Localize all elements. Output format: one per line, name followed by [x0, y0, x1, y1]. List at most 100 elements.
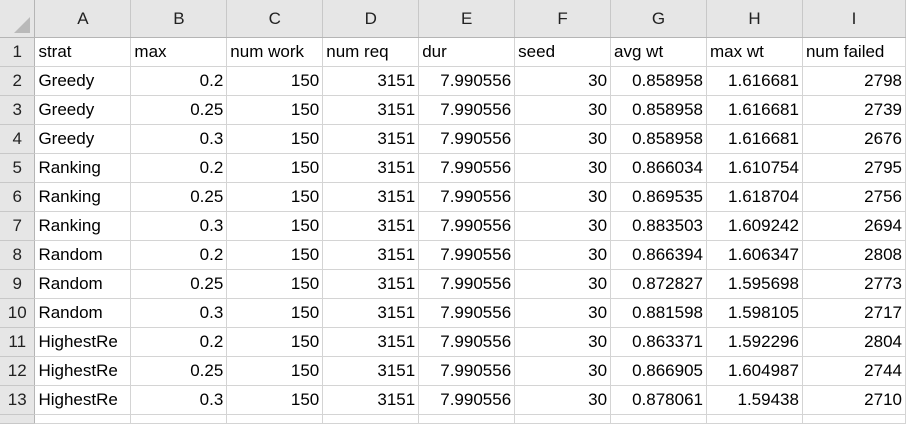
cell-b1[interactable]: max: [130, 37, 228, 67]
column-header-h[interactable]: H: [706, 0, 803, 38]
empty-cell[interactable]: [34, 414, 132, 424]
cell-d9[interactable]: 3151: [322, 269, 420, 299]
row-header[interactable]: 6: [0, 182, 36, 212]
cell-a9[interactable]: Random: [34, 269, 132, 299]
cell-g11[interactable]: 0.863371: [610, 327, 707, 357]
cell-e6[interactable]: 7.990556: [418, 182, 516, 212]
cell-b7[interactable]: 0.3: [130, 211, 228, 241]
cell-g10[interactable]: 0.881598: [610, 298, 707, 328]
cell-c9[interactable]: 150: [226, 269, 324, 299]
cell-d1[interactable]: num req: [322, 37, 420, 67]
cell-d12[interactable]: 3151: [322, 356, 420, 386]
cell-c2[interactable]: 150: [226, 66, 324, 96]
row-header[interactable]: 9: [0, 269, 36, 299]
cell-h4[interactable]: 1.616681: [706, 124, 803, 154]
column-header-c[interactable]: C: [226, 0, 324, 38]
empty-cell[interactable]: [226, 414, 324, 424]
cell-h10[interactable]: 1.598105: [706, 298, 803, 328]
select-all-button[interactable]: [0, 0, 36, 38]
column-header-f[interactable]: F: [514, 0, 612, 38]
cell-a5[interactable]: Ranking: [34, 153, 132, 183]
cell-a12[interactable]: HighestRe: [34, 356, 132, 386]
cell-g5[interactable]: 0.866034: [610, 153, 707, 183]
cell-c3[interactable]: 150: [226, 95, 324, 125]
cell-d3[interactable]: 3151: [322, 95, 420, 125]
row-header[interactable]: 2: [0, 66, 36, 96]
cell-e1[interactable]: dur: [418, 37, 516, 67]
cell-i11[interactable]: 2804: [802, 327, 906, 357]
cell-e7[interactable]: 7.990556: [418, 211, 516, 241]
cell-b9[interactable]: 0.25: [130, 269, 228, 299]
cell-b12[interactable]: 0.25: [130, 356, 228, 386]
row-header[interactable]: 7: [0, 211, 36, 241]
row-header[interactable]: 12: [0, 356, 36, 386]
row-header[interactable]: 4: [0, 124, 36, 154]
cell-i4[interactable]: 2676: [802, 124, 906, 154]
empty-cell[interactable]: [802, 414, 906, 424]
cell-h11[interactable]: 1.592296: [706, 327, 803, 357]
empty-cell[interactable]: [610, 414, 707, 424]
cell-d6[interactable]: 3151: [322, 182, 420, 212]
cell-a8[interactable]: Random: [34, 240, 132, 270]
row-header[interactable]: 10: [0, 298, 36, 328]
cell-g9[interactable]: 0.872827: [610, 269, 707, 299]
cell-c11[interactable]: 150: [226, 327, 324, 357]
column-header-b[interactable]: B: [130, 0, 228, 38]
cell-g4[interactable]: 0.858958: [610, 124, 707, 154]
cell-a2[interactable]: Greedy: [34, 66, 132, 96]
cell-a6[interactable]: Ranking: [34, 182, 132, 212]
cell-g2[interactable]: 0.858958: [610, 66, 707, 96]
cell-c8[interactable]: 150: [226, 240, 324, 270]
empty-cell[interactable]: [418, 414, 516, 424]
cell-c12[interactable]: 150: [226, 356, 324, 386]
cell-f8[interactable]: 30: [514, 240, 612, 270]
cell-f2[interactable]: 30: [514, 66, 612, 96]
cell-a13[interactable]: HighestRe: [34, 385, 132, 415]
row-header[interactable]: 1: [0, 37, 36, 67]
cell-d7[interactable]: 3151: [322, 211, 420, 241]
row-header[interactable]: [0, 414, 36, 424]
cell-a3[interactable]: Greedy: [34, 95, 132, 125]
cell-c10[interactable]: 150: [226, 298, 324, 328]
column-header-d[interactable]: D: [322, 0, 420, 38]
cell-b4[interactable]: 0.3: [130, 124, 228, 154]
cell-e9[interactable]: 7.990556: [418, 269, 516, 299]
cell-a11[interactable]: HighestRe: [34, 327, 132, 357]
cell-b11[interactable]: 0.2: [130, 327, 228, 357]
cell-h13[interactable]: 1.59438: [706, 385, 803, 415]
cell-c13[interactable]: 150: [226, 385, 324, 415]
cell-e12[interactable]: 7.990556: [418, 356, 516, 386]
cell-i9[interactable]: 2773: [802, 269, 906, 299]
cell-h1[interactable]: max wt: [706, 37, 803, 67]
empty-cell[interactable]: [514, 414, 612, 424]
cell-d5[interactable]: 3151: [322, 153, 420, 183]
empty-cell[interactable]: [322, 414, 420, 424]
cell-f5[interactable]: 30: [514, 153, 612, 183]
row-header[interactable]: 13: [0, 385, 36, 415]
cell-i13[interactable]: 2710: [802, 385, 906, 415]
cell-e13[interactable]: 7.990556: [418, 385, 516, 415]
cell-f12[interactable]: 30: [514, 356, 612, 386]
cell-e2[interactable]: 7.990556: [418, 66, 516, 96]
cell-c4[interactable]: 150: [226, 124, 324, 154]
row-header[interactable]: 8: [0, 240, 36, 270]
cell-g3[interactable]: 0.858958: [610, 95, 707, 125]
cell-e5[interactable]: 7.990556: [418, 153, 516, 183]
cell-c7[interactable]: 150: [226, 211, 324, 241]
column-header-e[interactable]: E: [418, 0, 516, 38]
cell-g6[interactable]: 0.869535: [610, 182, 707, 212]
cell-e8[interactable]: 7.990556: [418, 240, 516, 270]
cell-b5[interactable]: 0.2: [130, 153, 228, 183]
cell-e10[interactable]: 7.990556: [418, 298, 516, 328]
cell-a10[interactable]: Random: [34, 298, 132, 328]
cell-a1[interactable]: strat: [34, 37, 132, 67]
empty-cell[interactable]: [706, 414, 803, 424]
cell-e3[interactable]: 7.990556: [418, 95, 516, 125]
column-header-g[interactable]: G: [610, 0, 707, 38]
cell-b3[interactable]: 0.25: [130, 95, 228, 125]
cell-i6[interactable]: 2756: [802, 182, 906, 212]
cell-g12[interactable]: 0.866905: [610, 356, 707, 386]
cell-f10[interactable]: 30: [514, 298, 612, 328]
cell-h2[interactable]: 1.616681: [706, 66, 803, 96]
cell-i5[interactable]: 2795: [802, 153, 906, 183]
